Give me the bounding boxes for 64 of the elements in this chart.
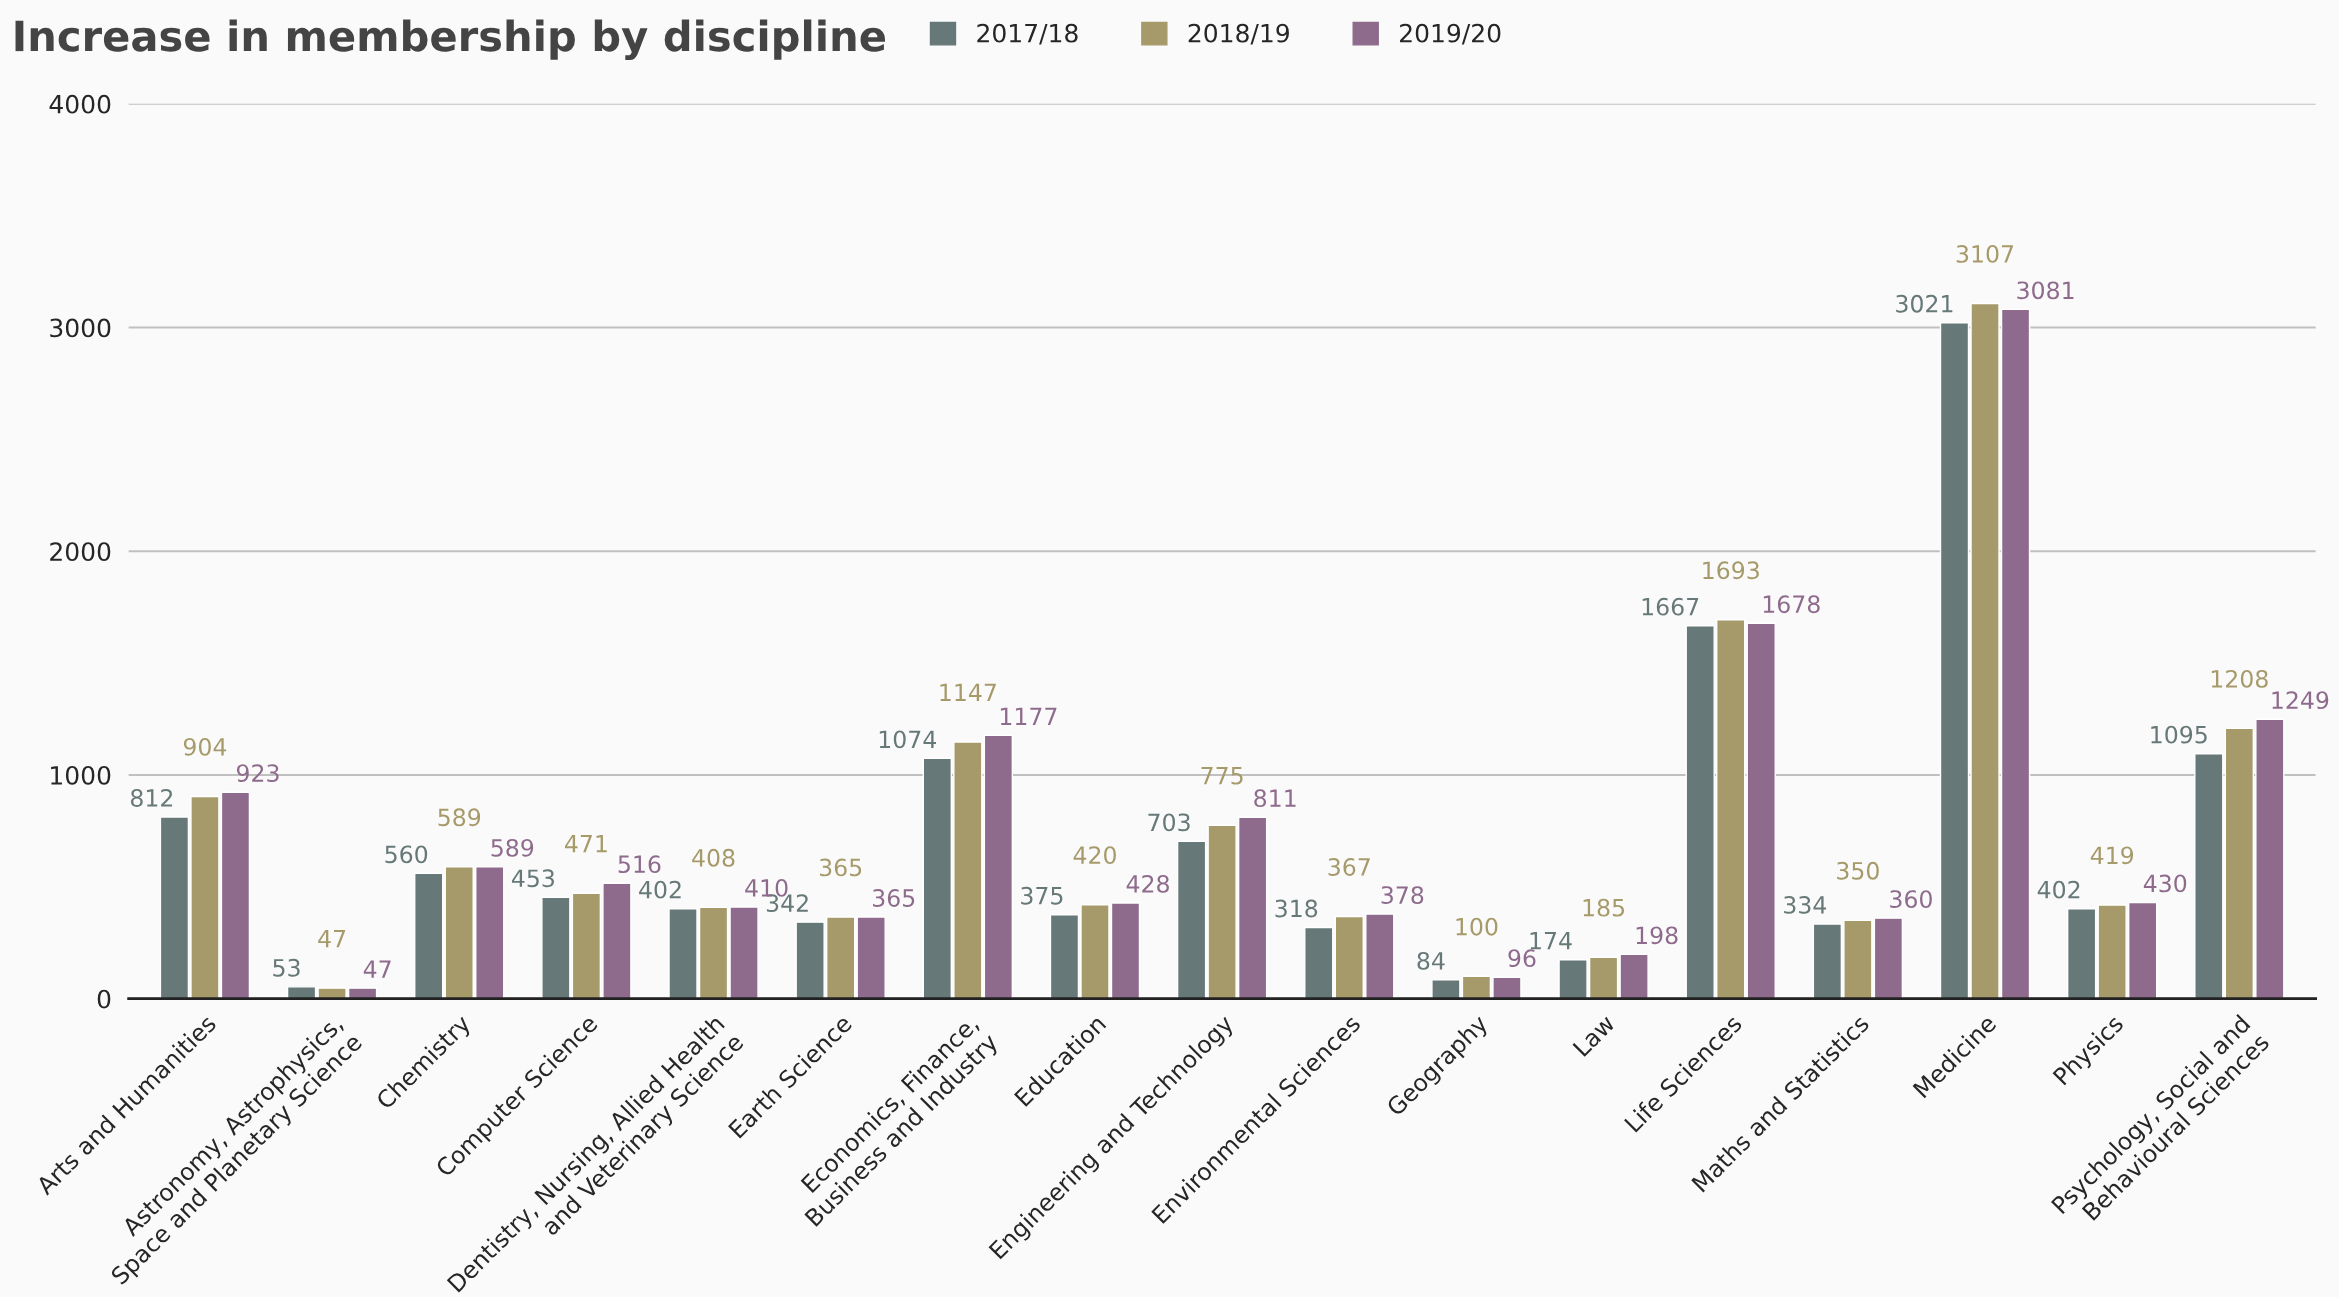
legend-label: 2018/19 (1188, 23, 1289, 45)
data-label: 53 (273, 958, 300, 977)
data-label: 174 (1530, 932, 1572, 950)
data-label: 419 (2090, 846, 2134, 865)
data-label: 1249 (2272, 691, 2329, 710)
y-tick-label: 1000 (51, 765, 111, 785)
data-label: 1177 (1000, 707, 1057, 725)
data-label: 430 (2143, 874, 2187, 893)
y-tick-label: 3000 (50, 318, 111, 338)
data-label: 100 (1456, 917, 1498, 936)
y-tick-label: 0 (97, 989, 111, 1009)
data-label: 1693 (1703, 561, 1759, 580)
data-label: 589 (491, 838, 534, 857)
data-label: 1667 (1642, 597, 1699, 616)
data-label: 811 (1254, 789, 1296, 808)
data-label: 402 (639, 880, 681, 899)
bar (414, 872, 444, 999)
data-label: 923 (236, 764, 279, 783)
bar (1746, 622, 1776, 999)
y-tick-label: 2000 (50, 542, 111, 562)
data-label: 812 (130, 789, 173, 807)
data-label: 1147 (940, 683, 996, 702)
data-label: 904 (183, 737, 227, 756)
data-label: 375 (1021, 886, 1063, 905)
bar (856, 916, 886, 999)
legend-label: 2019/20 (1400, 23, 1501, 45)
data-label: 84 (1417, 951, 1445, 970)
data-label: 185 (1583, 898, 1625, 917)
data-label: 350 (1837, 861, 1879, 880)
data-label: 1095 (2151, 725, 2207, 744)
data-label: 1074 (879, 730, 936, 749)
data-label: 471 (565, 835, 607, 853)
bar (2194, 753, 2224, 999)
data-label: 453 (511, 869, 554, 888)
data-label: 1678 (1763, 595, 1820, 614)
data-label: 334 (1784, 895, 1827, 914)
data-label: 428 (1126, 874, 1169, 893)
data-label: 198 (1636, 926, 1678, 945)
data-label: 703 (1148, 813, 1190, 832)
data-label: 1208 (2211, 669, 2268, 688)
bar (1304, 926, 1334, 999)
x-tick-label: Law (1572, 1013, 1616, 1058)
data-label: 402 (2037, 880, 2080, 899)
data-label: 560 (385, 845, 428, 864)
data-label: 365 (819, 858, 862, 877)
legend-label: 2017/18 (977, 23, 1078, 45)
chart-title: Increase in membership by discipline (15, 19, 885, 61)
data-label: 96 (1508, 949, 1536, 968)
data-label: 47 (318, 929, 346, 948)
data-label: 3107 (1956, 245, 2014, 263)
data-label: 3021 (1896, 294, 1953, 313)
y-tick-label: 4000 (49, 94, 111, 114)
data-label: 367 (1328, 858, 1370, 876)
data-label: 365 (873, 889, 915, 907)
data-label: 589 (438, 808, 481, 827)
data-label: 360 (1890, 890, 1932, 909)
data-label: 378 (1381, 886, 1424, 904)
data-label: 47 (363, 960, 391, 978)
data-label: 420 (1073, 846, 1116, 865)
data-label: 318 (1275, 899, 1318, 918)
data-label: 775 (1201, 767, 1243, 785)
data-label: 3081 (2017, 281, 2074, 300)
data-label: 516 (618, 855, 661, 874)
data-label: 408 (692, 848, 735, 867)
